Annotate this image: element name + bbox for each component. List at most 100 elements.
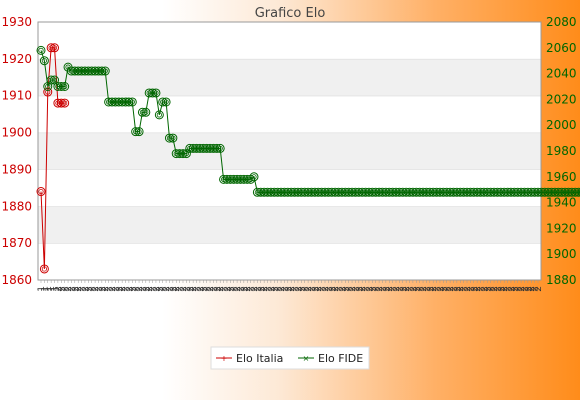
x-tick-label: 2 [270,286,280,292]
data-point [357,187,367,197]
data-point [215,143,225,153]
data-point [455,187,465,197]
data-point [97,66,107,76]
data-point [80,66,90,76]
data-point [425,187,435,197]
data-point [506,187,516,197]
y-right-tick-label: 1960 [546,170,577,184]
data-point [503,187,513,197]
data-point [411,187,421,197]
data-point [391,187,401,197]
x-tick-label: 2 [335,286,345,292]
data-point [452,187,462,197]
data-point [476,187,486,197]
data-point [330,187,340,197]
data-point [296,187,306,197]
x-tick-label: 2 [314,286,324,292]
x-tick-label: 2 [345,286,355,292]
x-tick-label: 2 [216,286,226,292]
x-tick-label: 2 [449,286,459,292]
data-point [192,143,202,153]
x-tick-label: 2 [409,286,419,292]
x-tick-label: 2 [446,286,456,292]
data-point [202,143,212,153]
data-point [87,66,97,76]
x-tick-label: 2 [510,286,520,292]
data-point [492,187,502,197]
x-tick-label: 2 [118,286,128,292]
x-tick-label: 2 [378,286,388,292]
x-tick-label: 2 [149,286,159,292]
x-tick-label: 2 [517,286,527,292]
data-point [374,187,384,197]
data-point [137,107,147,117]
data-point [445,187,455,197]
x-tick-label: 2 [338,286,348,292]
data-point [469,187,479,197]
x-tick-label: 2 [520,286,530,292]
data-point-inner [170,135,176,141]
y-right-tick-label: 1940 [546,196,577,210]
x-tick-label: 2 [351,286,361,292]
data-point [560,187,570,197]
data-point-inner [51,45,58,51]
x-tick-label: 2 [67,286,77,292]
data-point [438,187,448,197]
x-tick-label: 2 [105,286,115,292]
data-point [472,187,482,197]
data-point [164,133,174,143]
data-point [405,187,415,197]
legend-marker-fide: × [303,354,310,363]
data-point [144,88,154,98]
data-point [317,187,327,197]
data-point [60,98,70,108]
data-point [465,187,475,197]
data-point [340,187,350,197]
data-point [486,187,496,197]
data-point [56,98,66,108]
data-point [70,66,80,76]
data-point [479,187,489,197]
data-point [388,187,398,197]
data-point-inner [45,83,51,90]
data-point [306,187,316,197]
data-point [553,187,563,197]
data-point [293,187,303,197]
data-point [577,188,580,197]
y-right-tick-label: 2020 [546,92,577,106]
x-tick-label: 2 [297,286,307,292]
data-point [394,187,404,197]
y-right-tick-label: 1980 [546,144,577,158]
x-tick-label: 2 [108,286,118,292]
x-tick-label: 2 [78,286,88,292]
data-point [523,187,533,197]
x-tick-label: 2 [531,286,541,292]
x-tick-label: 2 [365,286,375,292]
data-point [327,187,337,197]
chart-title: Grafico Elo [255,6,326,21]
y-right-tick-label: 1920 [546,221,577,235]
data-point [158,97,168,107]
x-tick-label: 2 [348,286,358,292]
data-point [283,187,293,197]
x-tick-label: 2 [199,286,209,292]
data-point [519,187,529,197]
data-point [279,187,289,197]
y-right-tick-label: 2040 [546,67,577,81]
x-tick-label: 2 [203,286,213,292]
y-left-tick-label: 1880 [1,199,32,213]
x-tick-label: 2 [372,286,382,292]
data-point-inner [102,68,108,74]
data-point [256,187,266,197]
data-point [567,187,577,197]
x-tick-label: 2 [436,286,446,292]
x-tick-label: 2 [260,286,270,292]
data-point [344,187,354,197]
x-tick-label: 2 [84,286,94,292]
data-point [384,187,394,197]
data-point-inner [41,58,47,64]
x-tick-label: 2 [155,286,165,292]
y-right-tick-label: 2000 [546,118,577,132]
x-tick-label: 2 [280,286,290,292]
